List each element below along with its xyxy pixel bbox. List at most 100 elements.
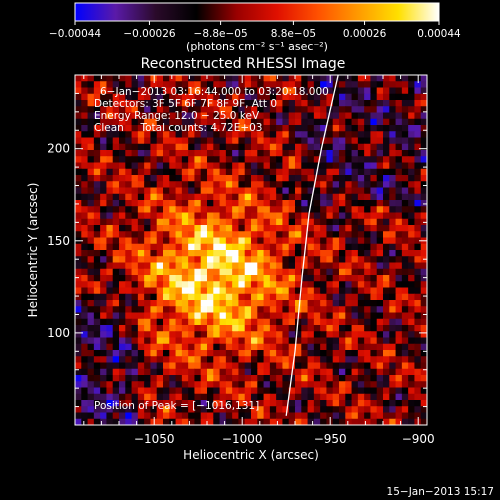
heatmap-cell [376, 293, 384, 301]
heatmap-cell [112, 225, 120, 232]
heatmap-cell [232, 175, 240, 182]
heatmap-cell [125, 125, 133, 132]
heatmap-cell [194, 281, 202, 289]
heatmap-cell [257, 212, 265, 220]
heatmap-cell [320, 193, 328, 201]
heatmap-cell [376, 306, 384, 314]
heatmap-cell [75, 343, 82, 351]
heatmap-cell [401, 343, 409, 351]
heatmap-cell [332, 337, 340, 345]
heatmap-cell [276, 262, 284, 270]
heatmap-cell [383, 343, 390, 351]
heatmap-cell [125, 181, 133, 189]
heatmap-cell [282, 225, 290, 232]
heatmap-cell [238, 337, 246, 345]
heatmap-cell [87, 393, 95, 401]
heatmap-cell [401, 312, 409, 320]
heatmap-cell [106, 275, 114, 282]
heatmap-cell [119, 418, 126, 425]
heatmap-cell [326, 406, 334, 414]
heatmap-cell [87, 418, 95, 425]
heatmap-cell [75, 306, 82, 314]
heatmap-cell [175, 287, 183, 295]
heatmap-cell [276, 131, 284, 139]
heatmap-cell [181, 287, 189, 295]
heatmap-cell [420, 225, 427, 232]
heatmap-cell [389, 187, 397, 195]
heatmap-cell [100, 225, 108, 232]
heatmap-cell [269, 181, 277, 189]
heatmap-cell [125, 237, 133, 245]
heatmap-cell [188, 287, 196, 295]
heatmap-cell [75, 150, 82, 157]
heatmap-cell [332, 350, 340, 357]
heatmap-cell [269, 400, 277, 407]
heatmap-cell [408, 162, 416, 170]
heatmap-cell [200, 175, 208, 182]
heatmap-cell [232, 150, 240, 157]
heatmap-cell [137, 368, 145, 376]
heatmap-cell [364, 287, 372, 295]
heatmap-cell [263, 106, 271, 114]
heatmap-cell [326, 331, 334, 339]
heatmap-cell [175, 225, 183, 232]
heatmap-cell [288, 237, 296, 245]
heatmap-cell [169, 150, 177, 157]
heatmap-cell [207, 362, 214, 370]
heatmap-cell [100, 337, 108, 345]
heatmap-cell [282, 218, 290, 226]
heatmap-cell [81, 256, 89, 264]
heatmap-cell [295, 137, 302, 145]
heatmap-cell [219, 100, 227, 107]
heatmap-cell [326, 412, 334, 420]
heatmap-cell [351, 81, 359, 89]
heatmap-cell [219, 350, 227, 357]
heatmap-cell [351, 150, 359, 157]
heatmap-cell [181, 237, 189, 245]
heatmap-cell [288, 218, 296, 226]
heatmap-cell [351, 287, 359, 295]
heatmap-cell [188, 125, 196, 132]
heatmap-cell [232, 187, 240, 195]
heatmap-cell [364, 300, 372, 307]
heatmap-cell [395, 293, 403, 301]
heatmap-cell [75, 225, 82, 232]
heatmap-cell [339, 412, 346, 420]
heatmap-cell [351, 275, 359, 282]
colorbar-tick-label: 0.00026 [343, 28, 387, 40]
heatmap-cell [251, 331, 258, 339]
heatmap-cell [225, 125, 233, 132]
heatmap-cell [163, 81, 170, 89]
heatmap-cell [175, 237, 183, 245]
heatmap-cell [188, 262, 196, 270]
heatmap-cell [131, 162, 139, 170]
heatmap-cell [339, 187, 346, 195]
heatmap-cell [131, 175, 139, 182]
heatmap-cell [238, 362, 246, 370]
heatmap-cell [263, 343, 271, 351]
heatmap-cell [345, 212, 353, 220]
heatmap-cell [75, 250, 82, 257]
heatmap-cell [137, 106, 145, 114]
heatmap-cell [313, 287, 321, 295]
heatmap-cell [389, 381, 397, 389]
heatmap-cell [332, 412, 340, 420]
heatmap-cell [75, 262, 82, 270]
heatmap-cell [320, 162, 328, 170]
heatmap-cell [181, 175, 189, 182]
heatmap-cell [401, 237, 409, 245]
heatmap-cell [269, 193, 277, 201]
heatmap-cell [389, 106, 397, 114]
heatmap-cell [345, 150, 353, 157]
heatmap-cell [87, 325, 95, 332]
heatmap-cell [225, 381, 233, 389]
heatmap-cell [169, 387, 177, 395]
heatmap-cell [131, 168, 139, 176]
heatmap-cell [370, 112, 378, 120]
heatmap-cell [288, 306, 296, 314]
heatmap-cell [181, 375, 189, 382]
heatmap-cell [414, 362, 422, 370]
heatmap-cell [207, 206, 214, 214]
heatmap-cell [351, 156, 359, 164]
heatmap-cell [125, 393, 133, 401]
